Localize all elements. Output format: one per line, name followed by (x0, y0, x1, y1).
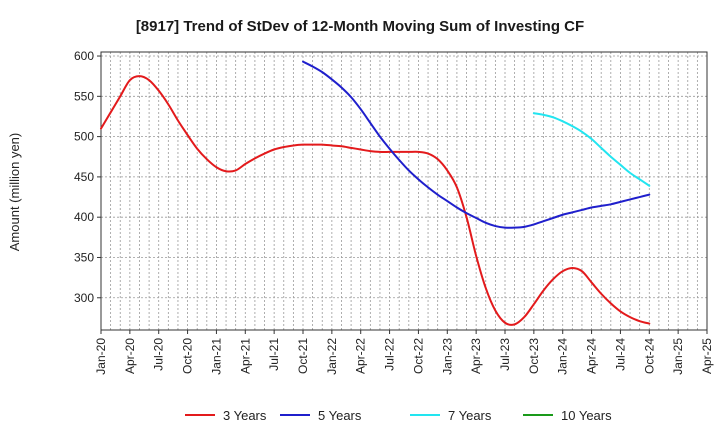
legend-label: 5 Years (318, 408, 362, 423)
y-tick-label: 350 (74, 250, 94, 264)
y-tick-label: 600 (74, 49, 94, 63)
y-tick-label: 450 (74, 170, 94, 184)
y-axis-label: Amount (million yen) (7, 133, 22, 252)
y-tick-label: 400 (74, 210, 94, 224)
x-tick-label: Apr-21 (238, 338, 252, 374)
legend-label: 10 Years (561, 408, 612, 423)
x-tick-label: Oct-24 (642, 338, 656, 374)
legend: 3 Years 5 Years 7 Years 10 Years (185, 408, 612, 423)
x-tick-label: Oct-23 (527, 338, 541, 374)
x-tick-label: Apr-22 (354, 338, 368, 374)
x-tick-label: Jan-24 (556, 338, 570, 375)
x-tick-label: Apr-23 (469, 338, 483, 374)
x-tick-label: Jul-23 (498, 338, 512, 371)
y-tick-label: 550 (74, 89, 94, 103)
x-tick-label: Jul-22 (383, 338, 397, 371)
x-tick-label: Jan-25 (671, 338, 685, 375)
series-line-3 (532, 112, 651, 187)
y-axis: 300 350 400 450 500 550 600 (74, 49, 101, 305)
x-tick-label: Jan-22 (325, 338, 339, 375)
grid (101, 52, 707, 330)
legend-label: 7 Years (448, 408, 492, 423)
x-tick-label: Apr-24 (585, 338, 599, 374)
legend-label: 3 Years (223, 408, 267, 423)
x-tick-label: Jan-23 (440, 338, 454, 375)
x-tick-label: Oct-20 (181, 338, 195, 374)
x-axis: Jan-20 Apr-20 Jul-20 Oct-20 Jan-21 Apr-21 Jul-… (94, 330, 714, 375)
x-tick-label: Apr-20 (123, 338, 137, 374)
x-tick-label: Jul-20 (152, 338, 166, 371)
chart-title: [8917] Trend of StDev of 12-Month Moving… (136, 18, 584, 35)
x-tick-label: Oct-22 (411, 338, 425, 374)
series-line-2 (302, 60, 651, 229)
x-tick-label: Jul-24 (613, 338, 627, 371)
series-lines (100, 60, 651, 326)
y-tick-label: 500 (74, 130, 94, 144)
series-line-1 (100, 75, 651, 326)
x-tick-label: Jul-21 (267, 338, 281, 371)
plot-area (100, 51, 708, 331)
x-tick-label: Jan-21 (209, 338, 223, 375)
x-tick-label: Oct-21 (296, 338, 310, 374)
y-tick-label: 300 (74, 291, 94, 305)
x-tick-label: Apr-25 (700, 338, 714, 374)
x-tick-label: Jan-20 (94, 338, 108, 375)
